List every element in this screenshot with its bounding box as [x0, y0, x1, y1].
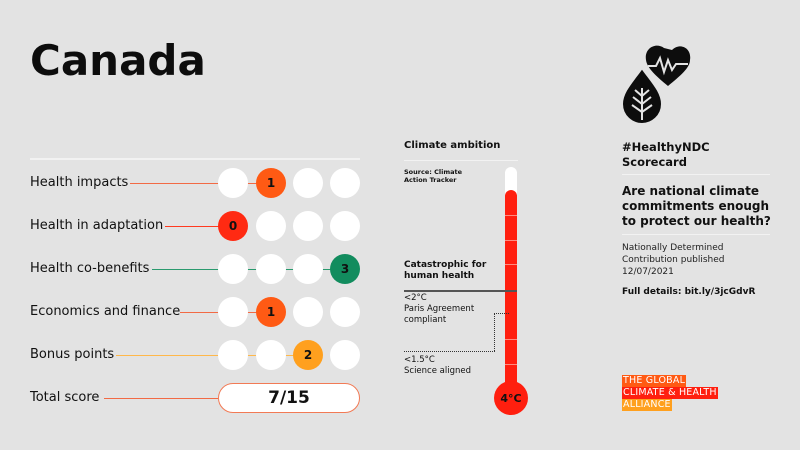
- score-dot-active: 3: [330, 254, 360, 284]
- score-dot: [218, 168, 248, 198]
- alliance-line-3: ALLIANCE: [622, 399, 672, 411]
- divider: [622, 234, 770, 235]
- score-dot-active: 1: [256, 297, 286, 327]
- score-dot: [330, 168, 360, 198]
- catastrophic-text: Catastrophic for human health: [404, 260, 487, 281]
- hashtag-title: #HealthyNDC Scorecard: [622, 140, 772, 170]
- connector-line: [104, 398, 218, 399]
- thermometer-rating: 4°C: [494, 381, 528, 415]
- row-label: Economics and finance: [30, 304, 181, 319]
- total-score-value: 7/15: [218, 383, 360, 413]
- paris-dotted-line: [404, 351, 495, 352]
- score-dot: [330, 297, 360, 327]
- score-row-bonus-points: Bonus points 2: [30, 340, 370, 370]
- score-dot: [256, 211, 286, 241]
- score-dot-active: 0: [218, 211, 248, 241]
- divider: [622, 174, 770, 175]
- connector-line: [116, 355, 218, 356]
- score-dot: [256, 340, 286, 370]
- score-dot: [218, 297, 248, 327]
- source-text: Source: Climate Action Tracker: [404, 168, 462, 184]
- score-dot: [293, 168, 323, 198]
- heart-leaf-drop-icon: [620, 45, 691, 124]
- thermometer-tick: [505, 364, 517, 365]
- score-dot: [218, 254, 248, 284]
- catastrophic-threshold-line: [404, 290, 517, 292]
- science-text: Science aligned: [404, 366, 471, 376]
- connector-line: [165, 226, 230, 227]
- row-label: Bonus points: [30, 347, 115, 362]
- paris-temp: <2°C: [404, 293, 427, 303]
- thermometer-tick: [505, 264, 517, 265]
- score-dot: [293, 254, 323, 284]
- thermometer-tick: [505, 339, 517, 340]
- climate-ambition-heading: Climate ambition: [404, 140, 501, 151]
- science-label: <1.5°C Science aligned: [404, 355, 471, 377]
- connector-line: [130, 183, 270, 184]
- divider: [30, 158, 360, 160]
- ndc-date: 12/07/2021: [622, 267, 674, 277]
- score-dot: [293, 211, 323, 241]
- alliance-line-1: THE GLOBAL: [622, 375, 687, 387]
- row-label: Health co-benefits: [30, 261, 150, 276]
- science-temp: <1.5°C: [404, 355, 435, 365]
- thermometer-tick: [505, 240, 517, 241]
- country-title: Canada: [30, 36, 206, 85]
- ndc-line: Contribution published: [622, 255, 725, 265]
- alliance-logo: THE GLOBAL CLIMATE & HEALTH ALLIANCE: [622, 375, 718, 411]
- full-details-link[interactable]: Full details: bit.ly/3jcGdvR: [622, 287, 756, 297]
- paris-dotted-line: [494, 313, 509, 314]
- row-label: Health in adaptation: [30, 218, 164, 233]
- scorecard-label: Scorecard: [622, 155, 687, 169]
- total-score-row: Total score 7/15: [30, 383, 370, 413]
- paris-dotted-line: [494, 313, 495, 351]
- score-row-economics-finance: Economics and finance 1: [30, 297, 370, 327]
- score-dot-active: 2: [293, 340, 323, 370]
- paris-label: <2°C Paris Agreement compliant: [404, 293, 489, 326]
- paris-text: Paris Agreement compliant: [404, 304, 475, 325]
- connector-line: [152, 269, 218, 270]
- question-text: Are national climate commitments enough …: [622, 184, 771, 228]
- total-label: Total score: [30, 390, 100, 405]
- alliance-line-2: CLIMATE & HEALTH: [622, 387, 718, 399]
- score-row-health-co-benefits: Health co-benefits 3: [30, 254, 370, 284]
- source-line: Source: Climate Action Tracker: [404, 168, 463, 184]
- score-dot: [256, 254, 286, 284]
- hashtag: #HealthyNDC: [622, 140, 710, 154]
- score-dot: [330, 340, 360, 370]
- row-label: Health impacts: [30, 175, 129, 190]
- ndc-line: Nationally Determined: [622, 243, 724, 253]
- score-dot: [293, 297, 323, 327]
- thermometer-tick: [505, 215, 517, 216]
- score-dot: [330, 211, 360, 241]
- divider: [404, 160, 518, 161]
- ndc-published: Nationally Determined Contribution publi…: [622, 242, 772, 278]
- score-row-health-in-adaptation: Health in adaptation 0: [30, 211, 370, 241]
- catastrophic-label: Catastrophic for human health: [404, 260, 504, 282]
- score-row-health-impacts: Health impacts 1: [30, 168, 370, 198]
- score-dot: [218, 340, 248, 370]
- score-dot-active: 1: [256, 168, 286, 198]
